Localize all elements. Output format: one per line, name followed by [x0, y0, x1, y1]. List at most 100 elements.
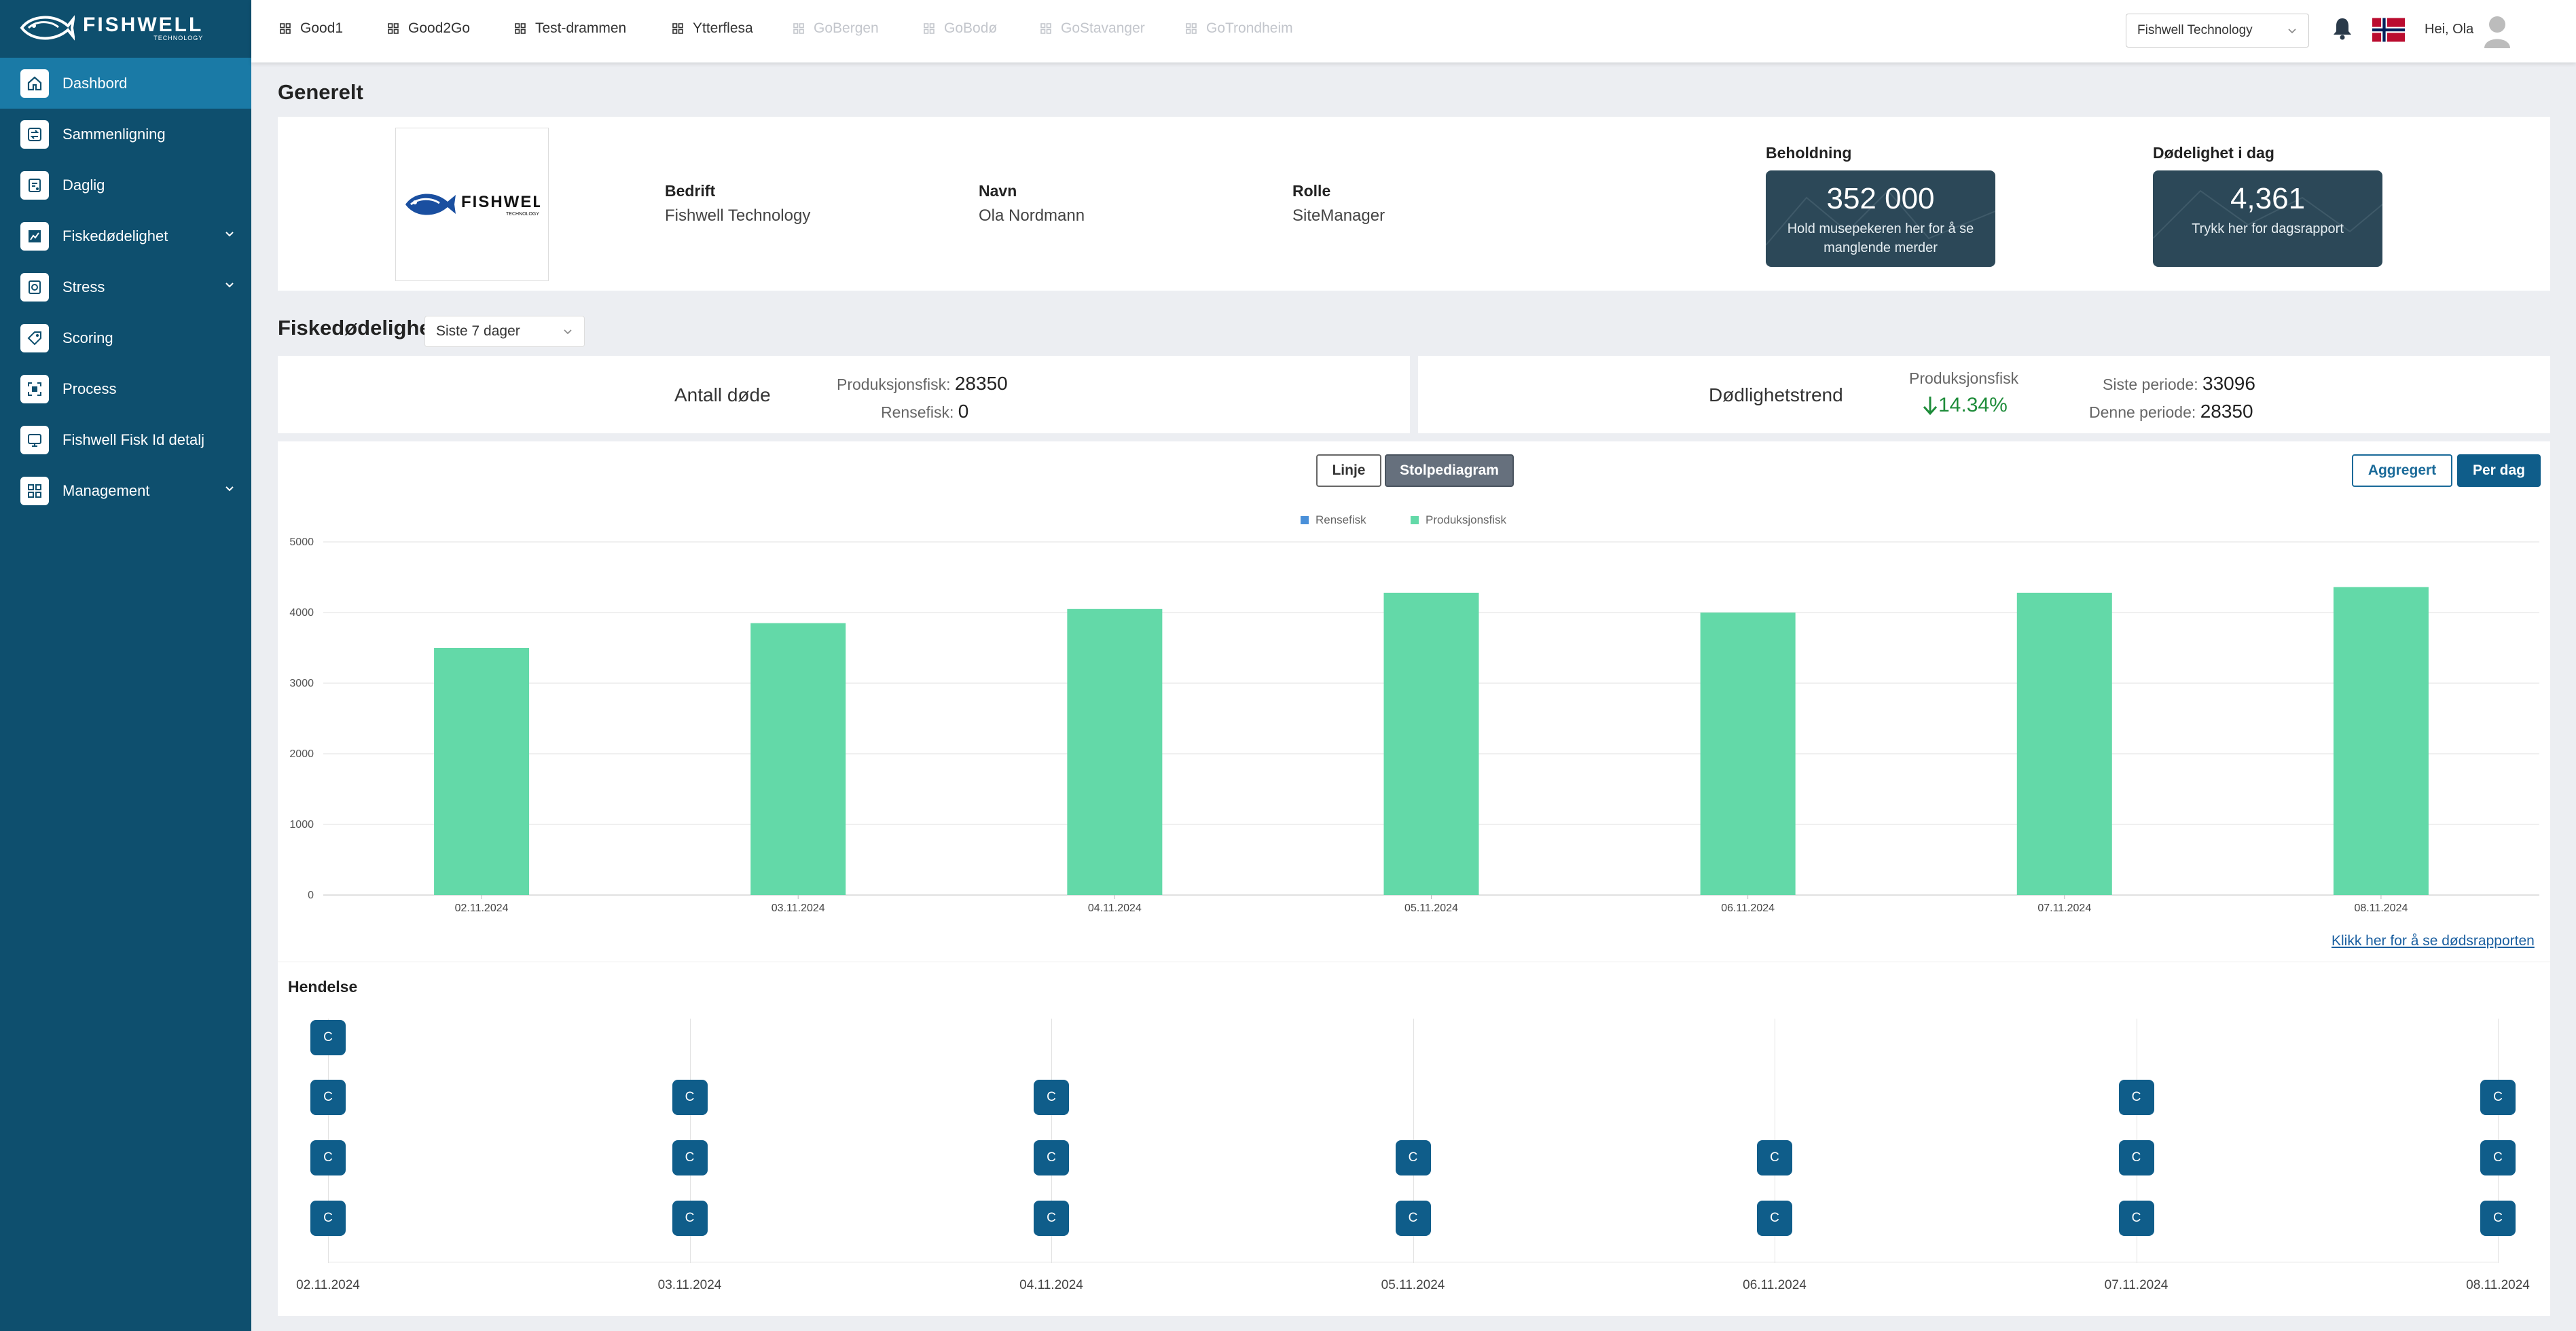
site-tab-gostavanger: GoStavanger	[1040, 20, 1145, 37]
bar-produksjonsfisk[interactable]	[2016, 592, 2112, 895]
y-tick-label: 5000	[289, 536, 314, 548]
event-marker[interactable]: C	[2480, 1201, 2516, 1236]
sidebar-item-sammenligning[interactable]: Sammenligning	[0, 109, 251, 160]
event-marker[interactable]: C	[672, 1080, 708, 1115]
x-tick-label: 05.11.2024	[1404, 902, 1458, 914]
chevron-down-icon[interactable]	[224, 228, 235, 239]
user-greeting[interactable]: Hei, Ola	[2425, 22, 2474, 37]
sidebar-item-management[interactable]: Management	[0, 465, 251, 516]
site-tab-label: GoTrondheim	[1206, 20, 1293, 36]
siste-value: 33096	[2202, 373, 2255, 394]
linje-button[interactable]: Linje	[1316, 454, 1381, 487]
mortality-bar-chart: 0 1000 2000 3000 4000 5000 02.11.2024 03.11.202…	[289, 536, 2539, 914]
event-marker[interactable]: C	[2480, 1080, 2516, 1115]
compare-icon	[20, 120, 49, 149]
bar-produksjonsfisk[interactable]	[1383, 592, 1479, 895]
beholdning-label: Beholdning	[1766, 144, 1852, 162]
logo-subtext: TECHNOLOGY	[153, 35, 204, 41]
generelt-card: FISHWELL TECHNOLOGY Bedrift Fishwell Tec…	[278, 117, 2550, 291]
dodlighetstrend-card: Dødlighetstrend Produksjonsfisk 14.34% S…	[1418, 356, 2550, 433]
trend-value-row: 14.34%	[1922, 394, 2008, 417]
site-tab-ytterflesa[interactable]: Ytterflesa	[672, 20, 753, 37]
period-select[interactable]: Siste 7 dager	[424, 316, 585, 347]
event-date-label: 03.11.2024	[657, 1278, 722, 1292]
rolle-label: Rolle	[1292, 182, 1331, 200]
sidebar-item-scoring[interactable]: Scoring	[0, 312, 251, 363]
bedrift-label: Bedrift	[665, 182, 716, 200]
event-marker[interactable]: C	[1757, 1201, 1792, 1236]
site-tab-test-drammen[interactable]: Test-drammen	[515, 20, 626, 37]
event-marker[interactable]: C	[2118, 1201, 2154, 1236]
event-marker[interactable]: C	[2118, 1080, 2154, 1115]
bell-icon[interactable]	[2332, 16, 2353, 41]
event-date-label: 06.11.2024	[1743, 1278, 1807, 1292]
event-marker[interactable]: C	[310, 1020, 346, 1055]
top-bar: Good1 Good2Go Test-drammen Ytterflesa Go…	[251, 0, 2576, 62]
sidebar-item-daglig[interactable]: Daglig	[0, 160, 251, 211]
sidebar-item-fisk-id-detalj[interactable]: Fishwell Fisk Id detalj	[0, 414, 251, 465]
avatar[interactable]	[2483, 13, 2511, 48]
event-marker[interactable]: C	[2118, 1140, 2154, 1175]
bar-produksjonsfisk[interactable]	[1700, 613, 1796, 895]
sidebar-item-label: Daglig	[62, 176, 105, 194]
event-marker[interactable]: C	[1034, 1140, 1069, 1175]
event-marker[interactable]: C	[1395, 1140, 1431, 1175]
death-report-link[interactable]: Klikk her for å se dødsrapporten	[2332, 933, 2535, 949]
event-marker[interactable]: C	[672, 1201, 708, 1236]
company-select[interactable]: Fishwell Technology	[2126, 14, 2309, 48]
event-marker[interactable]: C	[310, 1080, 346, 1115]
event-marker[interactable]: C	[310, 1201, 346, 1236]
dodelighet-value: 4,361	[2230, 182, 2306, 215]
bedrift-value: Fishwell Technology	[665, 206, 811, 225]
stolpediagram-button[interactable]: Stolpediagram	[1385, 454, 1514, 487]
site-tab-label: GoBergen	[814, 20, 879, 36]
site-tab-good1[interactable]: Good1	[280, 20, 343, 37]
logo[interactable]: FISHWELL TECHNOLOGY	[19, 11, 203, 45]
sidebar-item-process[interactable]: Process	[0, 363, 251, 414]
sidebar-item-fiskedodelighet[interactable]: Fiskedødelighet	[0, 211, 251, 261]
site-tab-label: GoStavanger	[1061, 20, 1145, 36]
bar-produksjonsfisk[interactable]	[750, 623, 846, 895]
sidebar-item-dashbord[interactable]: Dashbord	[0, 58, 251, 109]
per-dag-button[interactable]: Per dag	[2457, 454, 2541, 487]
site-tab-good2go[interactable]: Good2Go	[388, 20, 470, 37]
chevron-down-icon	[2288, 29, 2296, 34]
event-marker[interactable]: C	[672, 1140, 708, 1175]
event-date-label: 07.11.2024	[2104, 1278, 2169, 1292]
chevron-down-icon[interactable]	[224, 279, 235, 290]
norway-flag-icon[interactable]	[2372, 16, 2405, 43]
bar-produksjonsfisk[interactable]	[434, 648, 530, 895]
process-icon	[20, 374, 49, 403]
event-marker[interactable]: C	[1034, 1080, 1069, 1115]
legend-rensefisk[interactable]: Rensefisk	[1301, 513, 1366, 527]
dodelighet-box[interactable]: 4,361 Trykk her for dagsrapport	[2153, 170, 2382, 267]
site-tab-gotrondheim: GoTrondheim	[1186, 20, 1293, 37]
legend-produksjonsfisk[interactable]: Produksjonsfisk	[1411, 513, 1506, 527]
chevron-down-icon[interactable]	[224, 483, 235, 494]
grid-icon	[20, 476, 49, 505]
event-marker[interactable]: C	[2480, 1140, 2516, 1175]
grid-icon	[924, 23, 935, 34]
event-marker[interactable]: C	[1757, 1140, 1792, 1175]
dodelighet-label: Dødelighet i dag	[2153, 144, 2274, 162]
event-marker[interactable]: C	[1395, 1201, 1431, 1236]
denne-row: Denne periode: 28350	[2089, 401, 2253, 422]
y-tick-label: 1000	[289, 819, 314, 831]
sidebar-item-label: Fiskedødelighet	[62, 227, 168, 244]
beholdning-value: 352 000	[1826, 182, 1935, 215]
beholdning-box[interactable]: 352 000 Hold musepekeren her for å se ma…	[1766, 170, 1995, 267]
company-select-value: Fishwell Technology	[2137, 23, 2253, 37]
event-date-label: 02.11.2024	[296, 1278, 360, 1292]
denne-label: Denne periode:	[2089, 403, 2196, 421]
sidebar-item-stress[interactable]: Stress	[0, 261, 251, 312]
event-marker[interactable]: C	[310, 1140, 346, 1175]
event-date-label: 04.11.2024	[1019, 1278, 1083, 1292]
bar-produksjonsfisk[interactable]	[1067, 608, 1163, 895]
event-marker[interactable]: C	[1034, 1201, 1069, 1236]
sidebar-item-label: Process	[62, 380, 117, 397]
sidebar-item-label: Sammenligning	[62, 125, 166, 143]
siste-row: Siste periode: 33096	[2103, 373, 2255, 395]
navn-label: Navn	[979, 182, 1017, 200]
aggregert-button[interactable]: Aggregert	[2352, 454, 2452, 487]
bar-produksjonsfisk[interactable]	[2333, 587, 2429, 895]
